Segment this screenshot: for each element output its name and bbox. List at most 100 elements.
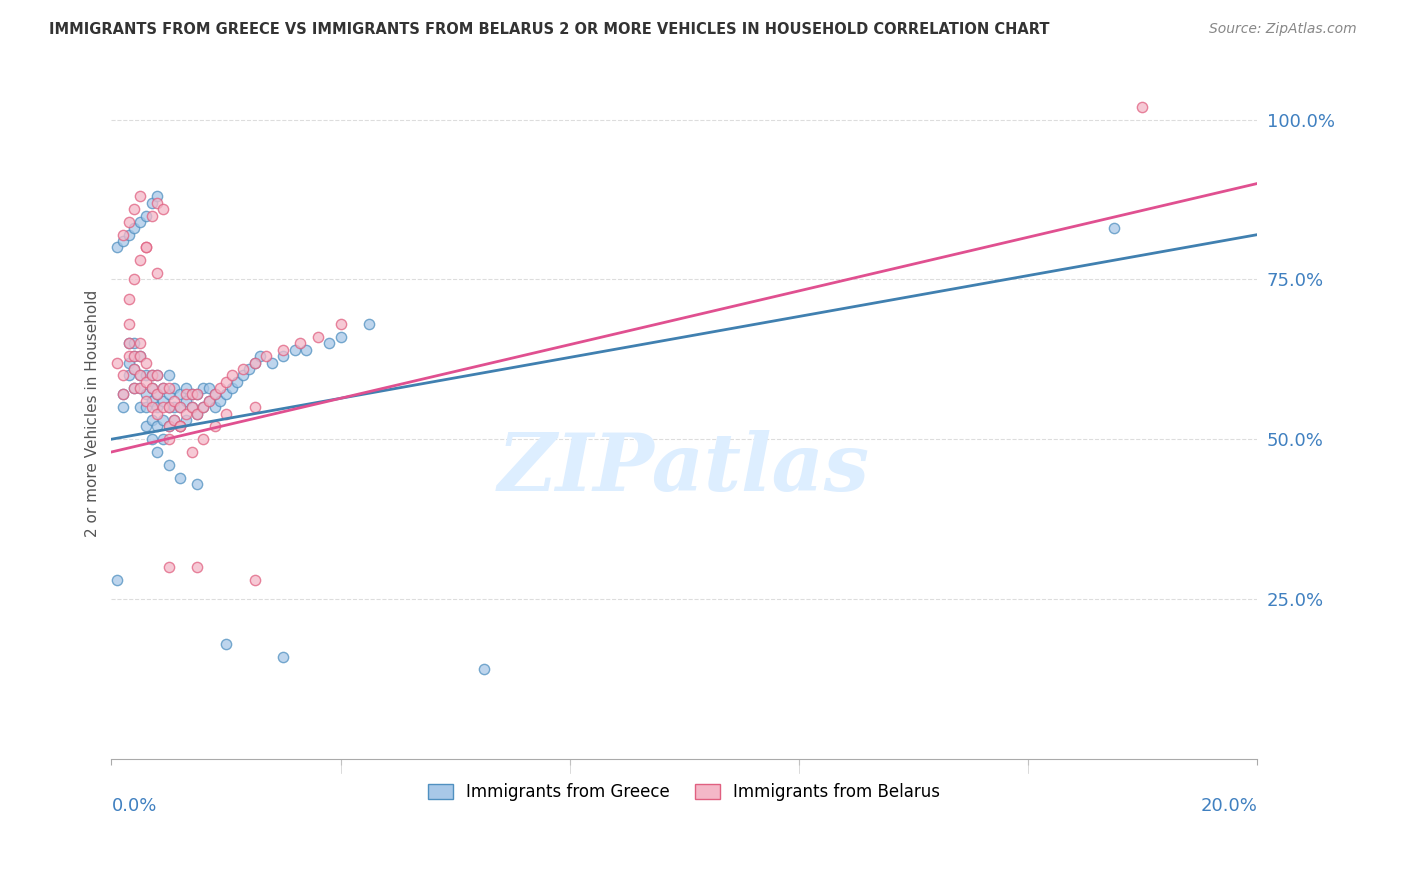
Point (197, 393, 219, 408)
Point (124, 349, 146, 363)
Point (232, 362, 254, 376)
Point (135, 401, 157, 415)
Point (146, 407, 169, 421)
Point (174, 413, 197, 427)
Point (124, 202, 146, 216)
Point (174, 387, 197, 401)
Point (124, 336, 146, 351)
Point (124, 381, 146, 395)
Point (260, 355, 283, 369)
Point (209, 381, 232, 395)
Point (141, 413, 163, 427)
Point (221, 381, 243, 395)
Point (169, 401, 191, 415)
Point (146, 401, 169, 415)
Point (105, 355, 128, 369)
Point (124, 362, 146, 376)
Point (105, 240, 128, 254)
Point (124, 349, 146, 363)
Point (141, 401, 163, 415)
Point (186, 387, 208, 401)
Point (157, 419, 180, 434)
Point (117, 292, 139, 306)
Point (135, 375, 157, 389)
Point (221, 368, 243, 383)
Point (169, 401, 191, 415)
Point (215, 387, 238, 401)
Point (290, 336, 312, 351)
Point (129, 368, 152, 383)
Point (135, 240, 157, 254)
Point (329, 317, 352, 331)
Point (157, 387, 180, 401)
Point (169, 419, 191, 434)
Point (146, 195, 169, 210)
Point (117, 336, 139, 351)
Point (135, 355, 157, 369)
Point (197, 393, 219, 408)
Point (180, 387, 202, 401)
Point (141, 368, 163, 383)
Point (141, 368, 163, 383)
Text: 0.0%: 0.0% (111, 797, 157, 814)
Point (318, 336, 340, 351)
Point (129, 349, 152, 363)
Point (163, 381, 186, 395)
Point (191, 381, 214, 395)
Point (111, 387, 134, 401)
Point (284, 343, 307, 357)
Point (135, 368, 157, 383)
Point (169, 387, 191, 401)
Point (163, 413, 186, 427)
Point (117, 227, 139, 242)
Point (226, 375, 249, 389)
Point (271, 349, 294, 363)
Point (186, 407, 208, 421)
Point (249, 349, 271, 363)
Point (157, 560, 180, 574)
Point (146, 387, 169, 401)
Point (152, 381, 174, 395)
Point (180, 401, 202, 415)
Text: 20.0%: 20.0% (1201, 797, 1257, 814)
Point (129, 349, 152, 363)
Point (141, 209, 163, 223)
Point (163, 401, 186, 415)
Point (146, 419, 169, 434)
Point (232, 368, 254, 383)
Point (141, 381, 163, 395)
Point (129, 368, 152, 383)
Point (124, 221, 146, 235)
Point (141, 195, 163, 210)
Point (117, 349, 139, 363)
Point (243, 573, 266, 587)
Point (111, 387, 134, 401)
Point (129, 189, 152, 203)
Point (329, 330, 352, 344)
Point (1102, 221, 1125, 235)
Point (135, 419, 157, 434)
Point (141, 393, 163, 408)
Text: IMMIGRANTS FROM GREECE VS IMMIGRANTS FROM BELARUS 2 OR MORE VEHICLES IN HOUSEHOL: IMMIGRANTS FROM GREECE VS IMMIGRANTS FRO… (49, 22, 1050, 37)
Point (191, 401, 214, 415)
Point (243, 355, 266, 369)
Point (197, 381, 219, 395)
Point (271, 343, 294, 357)
Point (129, 215, 152, 229)
Point (129, 381, 152, 395)
Point (146, 189, 169, 203)
Point (129, 336, 152, 351)
Point (157, 381, 180, 395)
Point (157, 401, 180, 415)
Point (135, 393, 157, 408)
Point (135, 209, 157, 223)
Point (186, 560, 208, 574)
Point (271, 649, 294, 664)
Point (174, 381, 197, 395)
Point (472, 662, 495, 676)
Point (152, 393, 174, 408)
Point (117, 355, 139, 369)
Text: ZIPatlas: ZIPatlas (498, 430, 870, 508)
Point (180, 401, 202, 415)
Point (204, 401, 226, 415)
